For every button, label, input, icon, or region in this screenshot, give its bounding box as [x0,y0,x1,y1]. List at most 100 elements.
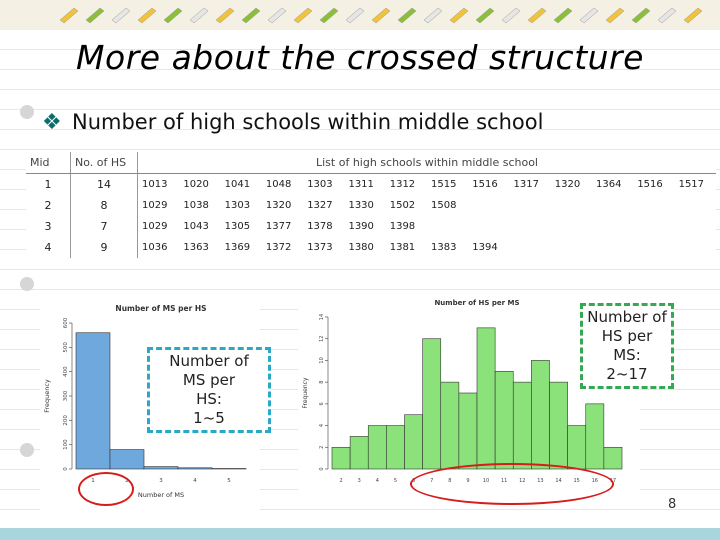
y-axis-label: Frequency [43,379,51,413]
x-tick-label: 5 [394,478,397,484]
x-tick-label: 4 [376,478,379,484]
decorative-top-strip [0,0,720,30]
table-header-row: Mid No. of HS List of high schools withi… [26,152,716,174]
cell-school: 1383 [430,242,457,253]
cell-school: 1394 [472,242,498,253]
histogram-bar [476,327,496,470]
binder-ring [20,277,34,291]
y-tick-label: 600 [63,317,69,328]
cell-count: 7 [70,216,138,237]
pencil-icon [397,7,417,24]
cell-school [675,195,716,216]
chart-title: Number of HS per MS [434,299,519,307]
histogram-bar [143,466,179,470]
pencil-icon [657,7,677,24]
cell-school [592,237,633,258]
table-row: 4 9 1036 1363 1369 1372 1373 1380 1381 1383 1394 [26,237,716,258]
histogram-bar [531,360,550,470]
cell-school [633,216,674,237]
binder-ring [20,105,34,119]
cell-school: 1038 [183,200,209,211]
cell-school [468,195,509,216]
cell-school: 1041 [224,179,251,190]
pencil-icon [137,7,157,24]
histogram-bar [109,449,145,470]
x-tick-label: 4 [193,478,197,484]
table-row: 3 7 1029 1043 1305 1377 1378 1390 1398 [26,216,716,237]
histogram-bar [367,425,387,470]
pencil-icon [293,7,313,24]
cell-school: 1305 [224,221,251,232]
callout-line: Number of [169,352,249,370]
cell-school: 1043 [183,221,209,232]
cell-school: 1048 [265,179,292,190]
page-number: 8 [668,497,677,512]
pencil-icon [449,7,469,24]
pencil-icon [85,7,105,24]
cell-school: 1312 [389,179,416,190]
highlight-ellipse [410,463,614,505]
cell-school: 1320 [554,179,581,190]
histogram-bar [331,446,351,470]
callout-line: MS: [613,346,641,364]
header-mid: Mid [26,152,71,174]
bullet-text: Number of high schools within middle sch… [72,110,544,134]
callout-line: MS per [182,371,236,389]
callout-line: HS per [601,327,653,345]
pencil-icon [189,7,209,24]
cell-school [675,237,716,258]
y-tick-label: 2 [319,446,325,449]
histogram-bar [422,338,442,470]
cell-mid: 2 [26,195,71,216]
cell-school: 1516 [472,179,498,190]
cell-school: 1303 [307,179,333,190]
x-tick-label: 3 [358,478,361,484]
cell-count: 9 [70,237,138,258]
callout-line: Number of [587,308,667,326]
histogram-bar [440,381,460,470]
cell-school [510,195,551,216]
pencil-icon [345,7,365,24]
y-tick-label: 14 [319,314,325,320]
histogram-bar [603,446,623,470]
hs-per-ms-svg: Number of HS per MS Frequency 0 2 4 6 8 10 12 14 2… [302,299,623,484]
y-tick-label: 4 [319,424,325,427]
pencil-icon [267,7,287,24]
binder-ring [20,443,34,457]
header-count: No. of HS [70,152,138,174]
histogram-bar [567,425,587,470]
cell-school: 1381 [389,242,416,253]
pencil-border-icon [59,7,703,24]
cell-school: 1369 [224,242,251,253]
cell-school: 1020 [183,179,209,190]
pencil-icon [111,7,131,24]
cell-school: 1508 [430,200,457,211]
cell-school: 1364 [596,179,622,190]
diamond-bullet-icon: ❖ [42,110,62,135]
x-tick-label: 2 [339,478,342,484]
y-tick-label: 8 [319,381,325,384]
y-tick-label: 0 [319,467,325,470]
x-axis-label: Number of MS [138,491,184,499]
cell-school [592,195,633,216]
highlight-ellipse [78,472,134,506]
pencil-icon [605,7,625,24]
cell-school: 1390 [348,221,374,232]
cell-school: 1013 [142,179,168,190]
cell-school: 1029 [142,221,168,232]
y-axis-label: Frequency [302,377,309,408]
cell-school: 1036 [142,242,168,253]
x-tick-label: 5 [227,478,231,484]
cell-school: 1303 [224,200,251,211]
y-tick-label: 200 [63,415,69,426]
y-tick-label: 6 [319,402,325,405]
pencil-icon [579,7,599,24]
y-tick-label: 0 [63,467,69,471]
pencil-icon [683,7,703,24]
histogram-bar [177,467,213,470]
y-tick-label: 12 [319,336,325,342]
histogram-bar [549,381,568,470]
cell-school: 1502 [389,200,416,211]
cell-school: 1363 [183,242,209,253]
cell-school [551,195,592,216]
